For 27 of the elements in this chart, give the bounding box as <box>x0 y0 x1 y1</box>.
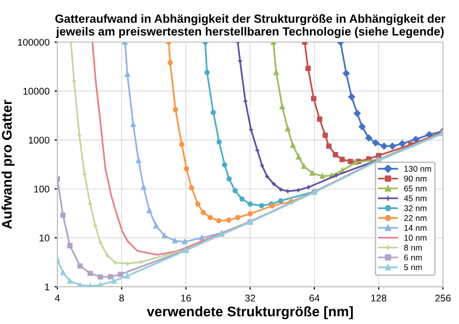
legend-label: 45 nm <box>404 195 426 202</box>
x-tick-label: 128 <box>371 294 386 302</box>
x-axis-title: verwendete Strukturgröße [nm] <box>146 306 353 320</box>
x-tick-label: 64 <box>310 294 320 302</box>
legend-label: 5 nm <box>404 264 422 270</box>
legend-label: 8 nm <box>404 244 422 251</box>
y-tick-label: 10000 <box>23 88 50 95</box>
x-tick-label: 4 <box>54 294 60 302</box>
y-axis-title: Aufwand pro Gatter <box>2 100 15 229</box>
y-tick-label: 100 <box>34 186 50 193</box>
legend-label: 6 nm <box>404 254 422 260</box>
legend-label: 10 nm <box>404 234 426 241</box>
legend-label: 14 nm <box>404 225 426 231</box>
y-tick-label: 1000 <box>28 136 50 144</box>
chart-title: Gatteraufwand in Abhängigkeit der Strukturgröße in Abhängigkeit der jeweils am preiswertesten herstellbaren Technologie (siehe Legende) <box>55 14 446 38</box>
legend-label: 130 nm <box>404 166 432 172</box>
x-tick-label: 8 <box>119 294 124 302</box>
legend-label: 32 nm <box>404 205 426 212</box>
y-tick-label: 100000 <box>18 38 50 46</box>
x-tick-label: 16 <box>181 294 191 302</box>
x-tick-label: 32 <box>245 294 256 302</box>
y-tick-label: 1 <box>45 284 50 290</box>
y-tick-label: 10 <box>40 234 50 242</box>
x-tick-label: 256 <box>435 294 451 302</box>
legend-label: 22 nm <box>404 215 426 221</box>
legend-label: 90 nm <box>404 176 426 182</box>
legend-label: 65 nm <box>404 186 426 192</box>
